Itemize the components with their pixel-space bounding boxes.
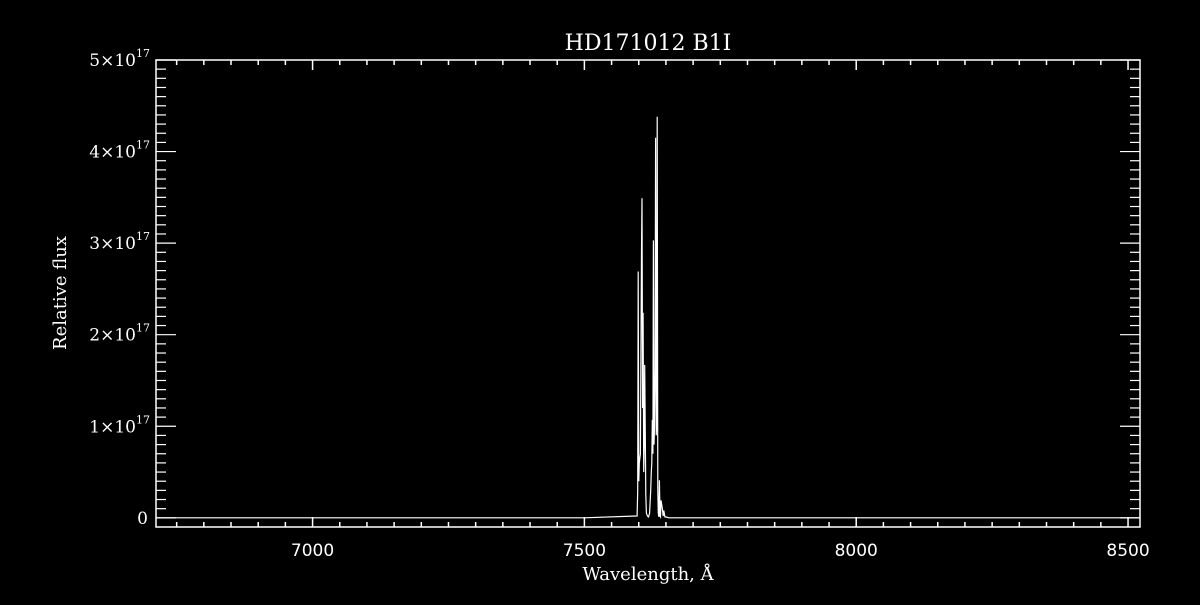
y-tick-label: 2×1017 [89, 322, 150, 346]
x-tick-label: 8500 [1106, 541, 1149, 561]
y-tick-label: 3×1017 [89, 230, 150, 254]
y-axis-label: Relative flux [50, 236, 71, 350]
x-tick-label: 7000 [291, 541, 334, 561]
y-tick-label: 0 [137, 509, 148, 529]
y-tick-label: 5×1017 [89, 47, 150, 71]
x-tick-label: 7500 [563, 541, 606, 561]
y-tick-label: 4×1017 [89, 139, 150, 163]
y-tick-label: 1×1017 [89, 413, 150, 437]
x-tick-label: 8000 [835, 541, 878, 561]
chart-title: HD171012 B1I [565, 31, 732, 56]
axis-ticks [156, 59, 1140, 527]
plot-frame [155, 59, 1141, 528]
tick-labels: 7000 7500 8000 8500 0 1×1017 2×1017 3×1017 4×101… [89, 47, 1149, 561]
spectrum-line [156, 116, 1140, 520]
x-axis-label: Wavelength, Å [582, 563, 714, 585]
